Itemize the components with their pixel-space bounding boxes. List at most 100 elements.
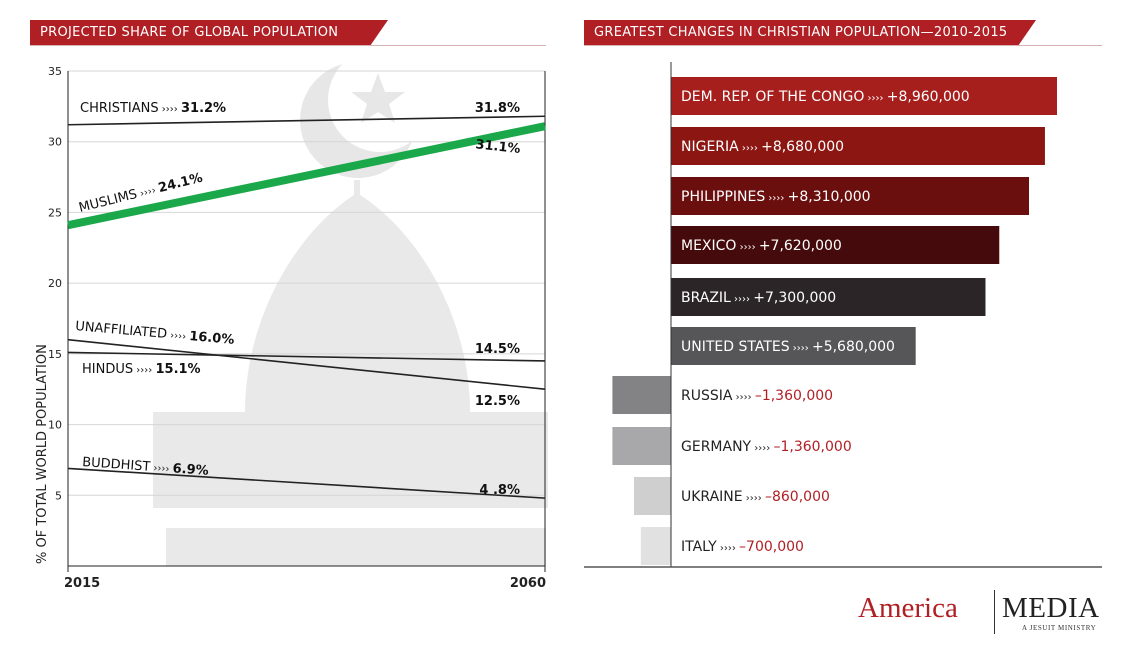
bar-category: GERMANY bbox=[681, 439, 752, 455]
series-start-value: 6.9% bbox=[172, 461, 209, 478]
separator-glyph: ›››› bbox=[717, 543, 739, 554]
bar-category: BRAZIL bbox=[681, 290, 731, 306]
logo-divider bbox=[994, 590, 995, 634]
bar-label: BRAZIL ›››› +7,300,000 bbox=[681, 290, 836, 306]
bar-label: UNITED STATES ›››› +5,680,000 bbox=[681, 339, 895, 355]
y-tick-label: 20 bbox=[48, 277, 62, 290]
left-title-rule bbox=[30, 45, 546, 46]
bar-label: GERMANY ›››› –1,360,000 bbox=[681, 439, 852, 455]
logo-media-text: MEDIA bbox=[1002, 592, 1100, 624]
bar-label: NIGERIA ›››› +8,680,000 bbox=[681, 139, 844, 155]
series-end-label: 12.5% bbox=[475, 394, 520, 409]
bar-value: +8,960,000 bbox=[887, 89, 970, 105]
y-tick-label: 35 bbox=[48, 65, 62, 78]
series-start-label: CHRISTIANS ›››› 31.2% bbox=[80, 101, 226, 116]
series-start-label: HINDUS ›››› 15.1% bbox=[82, 362, 201, 377]
mosque-silhouette-decoration bbox=[153, 180, 548, 566]
separator-glyph: ›››› bbox=[732, 392, 754, 403]
bar-category: MEXICO bbox=[681, 238, 736, 254]
right-chart-title: GREATEST CHANGES IN CHRISTIAN POPULATION… bbox=[584, 20, 1036, 46]
bar-nigeria bbox=[671, 127, 1045, 165]
logo-tagline: A JESUIT MINISTRY bbox=[1022, 624, 1097, 632]
series-start-label: BUDDHIST ›››› 6.9% bbox=[82, 455, 209, 479]
bar-label: DEM. REP. OF THE CONGO ›››› +8,960,000 bbox=[681, 89, 970, 105]
series-start-value: 15.1% bbox=[155, 362, 200, 377]
bar-value: +7,300,000 bbox=[753, 290, 836, 306]
left-chart-title-text: PROJECTED SHARE OF GLOBAL POPULATION bbox=[40, 25, 339, 40]
series-line-unaffiliated bbox=[67, 338, 546, 391]
bar-category: RUSSIA bbox=[681, 388, 733, 404]
bar-united-states bbox=[671, 327, 916, 365]
bar-label: PHILIPPINES ›››› +8,310,000 bbox=[681, 189, 871, 205]
separator-glyph: ›››› bbox=[790, 343, 812, 354]
series-end-label: 14.5% bbox=[475, 342, 520, 357]
bar-value: –1,360,000 bbox=[755, 388, 833, 404]
separator-glyph: ›››› bbox=[150, 463, 173, 476]
series-name: BUDDHIST bbox=[82, 455, 151, 475]
y-tick-label: 25 bbox=[48, 206, 62, 219]
logo-america-text: America bbox=[858, 592, 958, 624]
series-start-value: 31.2% bbox=[181, 101, 226, 116]
y-tick-label: 15 bbox=[48, 348, 62, 361]
y-tick-label: 5 bbox=[55, 489, 62, 502]
bar-label: MEXICO ›››› +7,620,000 bbox=[681, 238, 842, 254]
bar-ukraine bbox=[633, 477, 671, 515]
bar-value: –1,360,000 bbox=[773, 439, 851, 455]
series-name: UNAFFILIATED bbox=[75, 319, 168, 342]
separator-glyph: ›››› bbox=[739, 143, 761, 154]
banner-notch bbox=[1018, 20, 1036, 46]
x-tick-label: 2060 bbox=[510, 576, 546, 591]
bar-value: +8,680,000 bbox=[761, 139, 844, 155]
left-chart-title: PROJECTED SHARE OF GLOBAL POPULATION bbox=[30, 20, 388, 46]
bar-italy bbox=[640, 527, 671, 565]
bar-russia bbox=[612, 376, 671, 414]
right-chart-title-text: GREATEST CHANGES IN CHRISTIAN POPULATION… bbox=[594, 25, 1008, 40]
series-line-muslims bbox=[67, 122, 546, 230]
bar-category: UNITED STATES bbox=[681, 339, 790, 355]
series-name: HINDUS bbox=[82, 362, 133, 377]
america-media-logo: America MEDIA A JESUIT MINISTRY bbox=[858, 590, 1108, 636]
separator-glyph: ›››› bbox=[765, 193, 787, 204]
bar-category: UKRAINE bbox=[681, 489, 743, 505]
banner-notch bbox=[370, 20, 388, 46]
bar-dem-rep-of-the-congo bbox=[671, 77, 1057, 115]
separator-glyph: ›››› bbox=[731, 294, 753, 305]
bar-value: +5,680,000 bbox=[812, 339, 895, 355]
bar-mexico bbox=[671, 226, 1000, 264]
series-end-label: 4 .8% bbox=[479, 483, 520, 498]
bar-category: ITALY bbox=[681, 539, 717, 555]
series-line-buddhist bbox=[67, 467, 546, 499]
series-end-label: 31.1% bbox=[475, 137, 521, 157]
series-end-label: 31.8% bbox=[475, 101, 520, 116]
separator-glyph: ›››› bbox=[736, 242, 758, 253]
series-line-christians bbox=[67, 115, 546, 126]
right-title-rule bbox=[584, 45, 1102, 46]
separator-glyph: ›››› bbox=[166, 330, 189, 343]
separator-glyph: ›››› bbox=[743, 493, 765, 504]
y-tick-label: 10 bbox=[48, 419, 62, 432]
bar-philippines bbox=[671, 177, 1029, 215]
bar-germany bbox=[612, 427, 671, 465]
separator-glyph: ›››› bbox=[133, 365, 155, 376]
population-share-line-chart: 5 10 15 20 25 30 35 2015 2060 % OF TOTAL WORLD PO… bbox=[35, 48, 548, 591]
crescent-star-decoration bbox=[300, 48, 432, 178]
series-start-value: 16.0% bbox=[189, 329, 235, 348]
separator-glyph: ›››› bbox=[136, 184, 160, 200]
separator-glyph: ›››› bbox=[159, 104, 181, 115]
bar-value: +7,620,000 bbox=[759, 238, 842, 254]
bar-label: UKRAINE ›››› –860,000 bbox=[681, 489, 830, 505]
separator-glyph: ›››› bbox=[751, 443, 773, 454]
bar-label: ITALY ›››› –700,000 bbox=[681, 539, 804, 555]
y-tick-label: 30 bbox=[48, 136, 62, 149]
bar-brazil bbox=[671, 278, 986, 316]
y-axis-label: % OF TOTAL WORLD POPULATION bbox=[35, 344, 50, 564]
series-line-hindus bbox=[67, 351, 546, 362]
christian-population-change-bar-chart: DEM. REP. OF THE CONGO ›››› +8,960,000 NI… bbox=[584, 62, 1102, 568]
series-name: CHRISTIANS bbox=[80, 101, 159, 116]
series-start-value: 24.1% bbox=[157, 171, 204, 196]
bar-value: +8,310,000 bbox=[788, 189, 871, 205]
bar-value: –860,000 bbox=[765, 489, 830, 505]
x-tick-label: 2015 bbox=[64, 576, 100, 591]
bar-category: PHILIPPINES bbox=[681, 189, 765, 205]
separator-glyph: ›››› bbox=[864, 93, 886, 104]
